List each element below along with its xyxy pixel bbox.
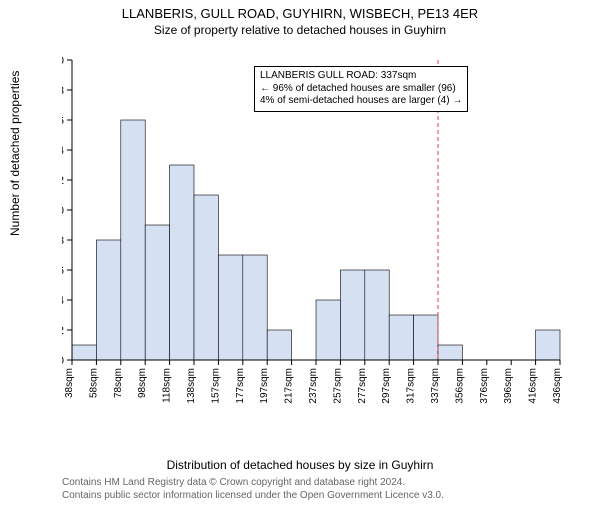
svg-text:396sqm: 396sqm <box>503 368 514 404</box>
svg-text:10: 10 <box>62 205 64 217</box>
attribution-line2: Contains public sector information licen… <box>62 490 444 503</box>
svg-text:157sqm: 157sqm <box>210 368 221 404</box>
svg-text:177sqm: 177sqm <box>235 368 246 404</box>
svg-text:436sqm: 436sqm <box>552 368 563 404</box>
svg-text:337sqm: 337sqm <box>430 368 441 404</box>
svg-text:118sqm: 118sqm <box>162 368 173 403</box>
svg-text:20: 20 <box>62 55 64 67</box>
svg-text:257sqm: 257sqm <box>332 368 343 404</box>
svg-text:0: 0 <box>62 355 64 367</box>
svg-text:8: 8 <box>62 235 64 247</box>
svg-text:58sqm: 58sqm <box>88 368 99 398</box>
svg-text:297sqm: 297sqm <box>381 368 392 404</box>
y-axis-label: Number of detached properties <box>8 71 22 236</box>
svg-text:78sqm: 78sqm <box>113 368 124 398</box>
svg-text:4: 4 <box>62 295 64 307</box>
svg-text:376sqm: 376sqm <box>479 368 490 404</box>
svg-text:197sqm: 197sqm <box>259 368 270 404</box>
svg-text:317sqm: 317sqm <box>406 368 417 404</box>
svg-text:217sqm: 217sqm <box>284 368 295 404</box>
svg-text:12: 12 <box>62 175 64 187</box>
chart-title-line1: LLANBERIS, GULL ROAD, GUYHIRN, WISBECH, … <box>0 6 600 21</box>
svg-text:356sqm: 356sqm <box>454 368 465 404</box>
attribution-text: Contains HM Land Registry data © Crown c… <box>62 477 444 502</box>
svg-text:14: 14 <box>62 145 64 157</box>
svg-text:138sqm: 138sqm <box>186 368 197 404</box>
svg-text:277sqm: 277sqm <box>357 368 368 404</box>
svg-text:16: 16 <box>62 115 64 127</box>
svg-text:18: 18 <box>62 85 64 97</box>
svg-text:237sqm: 237sqm <box>308 368 319 404</box>
svg-text:98sqm: 98sqm <box>137 368 148 398</box>
svg-text:2: 2 <box>62 325 64 337</box>
svg-text:416sqm: 416sqm <box>528 368 539 404</box>
svg-text:6: 6 <box>62 265 64 277</box>
chart-title-line2: Size of property relative to detached ho… <box>0 23 600 37</box>
annotation-box: LLANBERIS GULL ROAD: 337sqm← 96% of deta… <box>254 66 468 112</box>
x-axis-label: Distribution of detached houses by size … <box>0 458 600 472</box>
svg-text:38sqm: 38sqm <box>64 368 75 398</box>
attribution-line1: Contains HM Land Registry data © Crown c… <box>62 477 444 490</box>
